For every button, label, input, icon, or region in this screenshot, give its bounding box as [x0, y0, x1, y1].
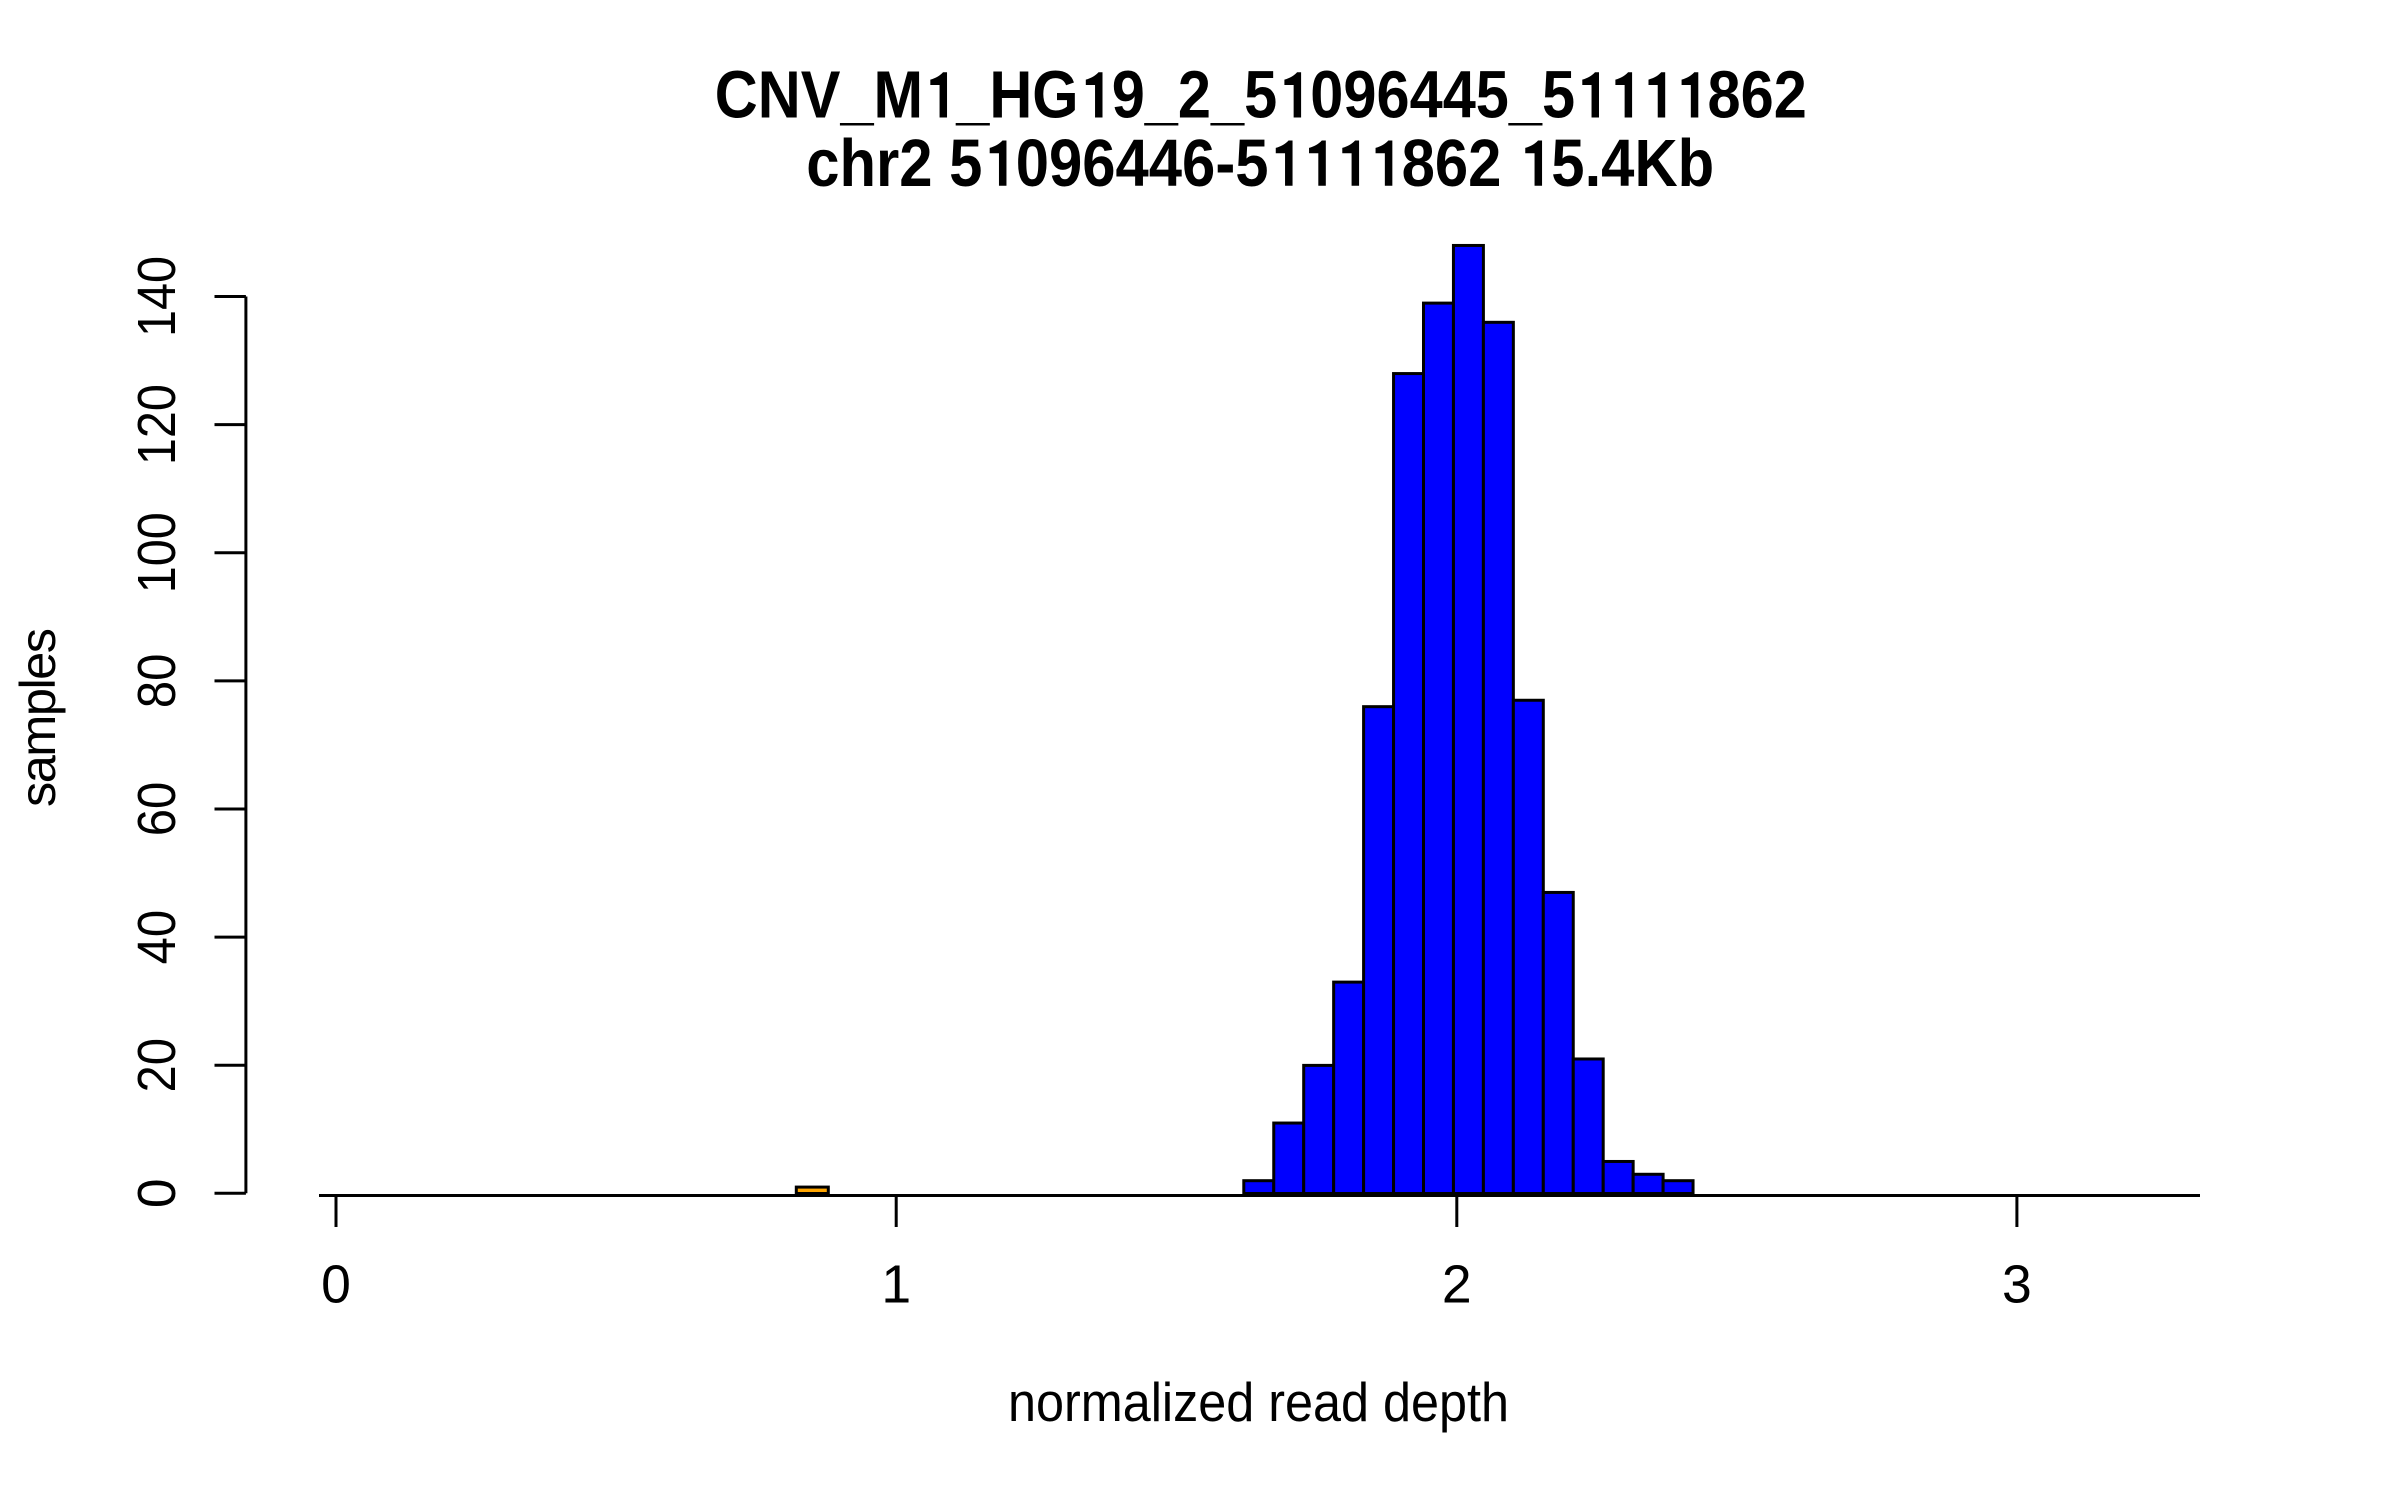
svg-text:c: c: [806, 127, 839, 201]
svg-text:_: _: [840, 58, 875, 132]
svg-text:M: M: [874, 58, 924, 132]
svg-text:samples: samples: [9, 628, 66, 807]
svg-text:140: 140: [128, 256, 187, 337]
svg-text:9: 9: [1112, 58, 1145, 132]
svg-text:5: 5: [1244, 58, 1277, 132]
svg-text:H: H: [989, 58, 1032, 132]
svg-text:K: K: [1634, 127, 1677, 201]
svg-text:9: 9: [1049, 127, 1082, 201]
svg-text:5: 5: [1235, 127, 1268, 201]
svg-text:2: 2: [1442, 1256, 1472, 1315]
svg-text:6: 6: [1082, 127, 1115, 201]
svg-text:0: 0: [1310, 58, 1343, 132]
svg-text:60: 60: [128, 782, 187, 837]
svg-text:0: 0: [128, 1178, 187, 1208]
svg-text:9: 9: [1343, 58, 1376, 132]
svg-text:normalized read depth: normalized read depth: [1008, 1372, 1509, 1433]
svg-text:0: 0: [321, 1256, 351, 1315]
svg-text:120: 120: [128, 384, 187, 465]
svg-text:2: 2: [1774, 58, 1807, 132]
svg-text:2: 2: [1468, 127, 1501, 201]
svg-text:_: _: [1144, 58, 1179, 132]
svg-text:5: 5: [1476, 58, 1509, 132]
svg-text:C: C: [715, 58, 758, 132]
svg-text:6: 6: [1435, 127, 1468, 201]
svg-text:2: 2: [1178, 58, 1211, 132]
svg-text:4: 4: [1601, 127, 1634, 201]
svg-text:r: r: [876, 127, 899, 201]
svg-text:.: .: [1585, 127, 1602, 201]
svg-text:5: 5: [1542, 58, 1575, 132]
svg-text:4: 4: [1410, 58, 1443, 132]
svg-text:3: 3: [2002, 1256, 2032, 1315]
svg-text:40: 40: [128, 910, 187, 965]
svg-text:6: 6: [1741, 58, 1774, 132]
svg-text:8: 8: [1707, 58, 1740, 132]
svg-text:0: 0: [1016, 127, 1049, 201]
svg-text:_: _: [1210, 58, 1245, 132]
svg-text:6: 6: [1182, 127, 1215, 201]
svg-text:2: 2: [899, 127, 932, 201]
svg-text:6: 6: [1377, 58, 1410, 132]
svg-text:V: V: [801, 58, 841, 132]
svg-text:_: _: [1508, 58, 1543, 132]
svg-text:80: 80: [128, 654, 187, 709]
svg-text:b: b: [1678, 127, 1715, 201]
svg-text:4: 4: [1116, 127, 1149, 201]
svg-text:1: 1: [881, 1256, 911, 1315]
svg-text:h: h: [839, 127, 876, 201]
svg-text:100: 100: [128, 512, 187, 593]
svg-text:5: 5: [1551, 127, 1584, 201]
svg-text:4: 4: [1443, 58, 1476, 132]
svg-text:20: 20: [128, 1038, 187, 1093]
svg-text:5: 5: [949, 127, 982, 201]
svg-text:-: -: [1215, 127, 1235, 201]
svg-text:_: _: [955, 58, 990, 132]
svg-text:4: 4: [1149, 127, 1182, 201]
svg-text:8: 8: [1402, 127, 1435, 201]
svg-text:N: N: [758, 58, 801, 132]
svg-text:G: G: [1032, 58, 1078, 132]
